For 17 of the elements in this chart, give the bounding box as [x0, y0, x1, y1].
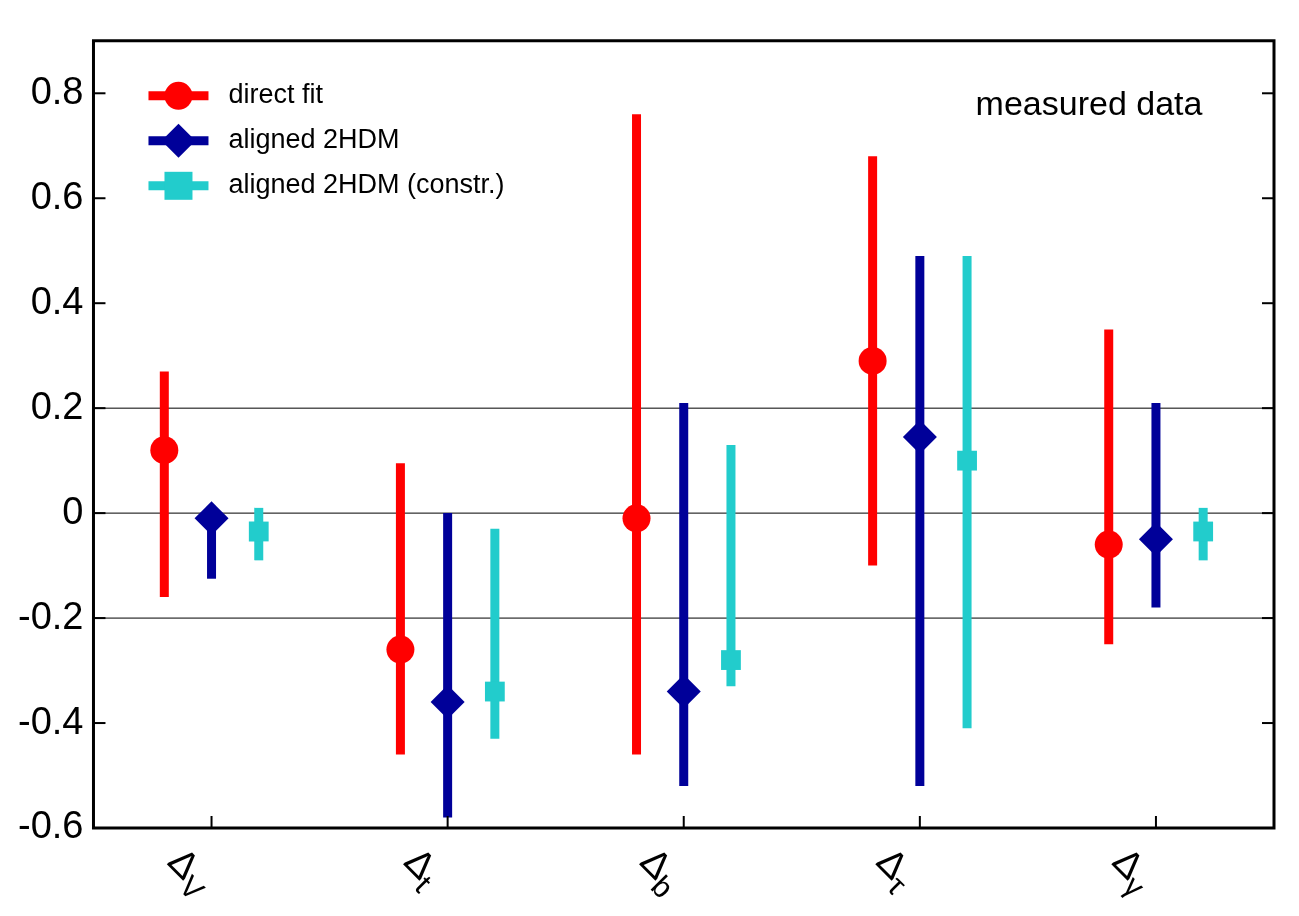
y-tick-label: 0.6	[30, 174, 84, 217]
x-tick-label: Δt	[396, 839, 445, 899]
x-tick-label: Δb	[632, 839, 681, 905]
x-tick-label: Δτ	[868, 839, 917, 902]
annotation: measured data	[975, 84, 1203, 123]
y-tick-label: 0.4	[30, 279, 84, 322]
x-tick-label: ΔV	[160, 839, 211, 907]
y-tick-label: -0.2	[18, 594, 84, 637]
legend-label: aligned 2HDM (constr.)	[228, 169, 505, 200]
y-tick-label: -0.4	[18, 699, 84, 742]
x-tick-label: Δγ	[1104, 839, 1153, 904]
y-tick-label: 0	[62, 489, 84, 532]
y-tick-label: -0.6	[18, 804, 84, 847]
legend-label: direct fit	[228, 79, 324, 110]
y-tick-label: 0.8	[30, 69, 84, 112]
y-tick-label: 0.2	[30, 384, 84, 427]
legend-label: aligned 2HDM	[228, 124, 400, 155]
